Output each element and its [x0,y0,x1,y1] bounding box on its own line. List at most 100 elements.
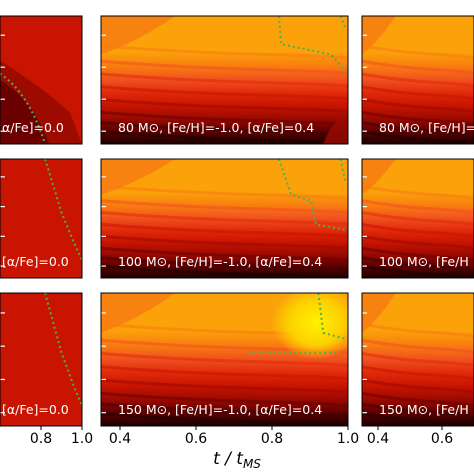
orange-tongue [101,16,176,55]
contour-band-edge [362,411,474,426]
contour-band-edge [362,322,474,338]
panel-frame [0,15,83,145]
contour-band-edge [101,211,348,226]
x-tick-label: 1.0 [71,431,93,447]
orange-tongue [362,16,396,55]
contour-band-edge [362,338,474,354]
contour-line [277,159,348,232]
panel-frame [100,292,349,427]
panel-label: 80 M⊙, [Fe/H]= [379,120,474,135]
heatmap-panel: α/Fe]=0.0 [0,15,83,145]
x-tick-label: 0.4 [109,431,131,447]
x-tick-label: 0.8 [261,431,283,447]
contour-band-edge [101,352,348,367]
panel-frame [100,15,349,145]
heatmap-panel: 150 M⊙, [Fe/H [361,292,474,430]
panel-frame [361,292,474,427]
x-tick-label: 0.8 [30,431,52,447]
contour-band-edge [362,402,474,418]
contour-band-edge [101,98,348,114]
contour-band-edge [362,199,474,215]
contour-band-edge [362,130,474,144]
contour-band-edge [362,378,474,394]
contour-band-edge [101,402,348,418]
panel-label: [α/Fe]=0.0 [2,402,69,417]
contour-band-edge [362,234,474,250]
contour-line [317,293,348,341]
x-axis-title: t / tMS [213,449,261,471]
contour-band-edge [101,365,348,381]
heatmap-panel: 80 M⊙, [Fe/H]=-1.0, [α/Fe]=0.4 [100,15,349,145]
x-axis-title-main: t / t [213,449,244,469]
contour-band-edge [362,85,474,101]
heatmap-panel: [α/Fe]=0.0 [0,292,83,430]
panel-label: 80 M⊙, [Fe/H]=-1.0, [α/Fe]=0.4 [118,120,314,135]
contour-band-edge [362,110,474,126]
panel-frame [0,158,83,279]
contour-band-edge [101,378,348,394]
x-tick-labels: 0.8 1.0 0.4 0.6 0.8 1.0 0.4 0.6 [30,431,453,447]
contour-band-edge [362,264,474,278]
panel-label: [α/Fe]=0.0 [2,254,69,269]
contour-band-edge [101,199,348,215]
contour-band-edge [362,44,474,60]
contour-band-edge [101,59,348,75]
contour-band-edge [362,72,474,88]
contour-band-edge [101,72,348,88]
orange-tongue [101,159,176,195]
contour-band-edge [101,44,348,60]
contour-band-edge [362,211,474,226]
contour-band-edge [101,85,348,101]
contour-band-edge [101,411,348,426]
x-tick-label: 0.4 [367,431,389,447]
contour-line [277,16,348,75]
heatmap-panel: 100 M⊙, [Fe/H [361,158,474,279]
panel-fill [0,159,82,278]
yellow-hotspot [271,293,348,360]
contour-band-edge [362,246,474,262]
heatmap-panel: 150 M⊙, [Fe/H]=-1.0, [α/Fe]=0.4 [100,292,349,430]
contour-line [339,16,347,30]
contour-band-edge [362,98,474,114]
heatmap-panel: 80 M⊙, [Fe/H]= [361,15,474,145]
contour-band-edge [101,264,348,278]
heatmap-panel: 100 M⊙, [Fe/H]=-1.0, [α/Fe]=0.4 [100,158,349,279]
contour-band-edge [362,59,474,75]
contour-band-edge [101,110,348,126]
x-axis-title-subscript: MS [243,457,261,471]
panel-label: 150 M⊙, [Fe/H]=-1.0, [α/Fe]=0.4 [118,402,322,417]
heatmap-panel: [α/Fe]=0.0 [0,158,83,279]
contour-band-edge [362,256,474,272]
contour-band-edge [101,222,348,238]
contour-band-edge [362,365,474,381]
contour-band-edge [362,222,474,238]
panel-label: 150 M⊙, [Fe/H [379,402,469,417]
contour-band-edge [362,121,474,137]
contour-band-edge [362,391,474,407]
panels-layer: α/Fe]=0.0 80 M⊙, [Fe/H]=-1.0, [α/Fe]=0.4 8… [0,15,474,430]
contour-band-edge [101,234,348,250]
contour-band-edge [362,184,474,200]
contour-band-edge [101,256,348,272]
panel-label: 100 M⊙, [Fe/H]=-1.0, [α/Fe]=0.4 [118,254,322,269]
contour-band-edge [101,391,348,407]
contour-line [44,293,82,407]
x-tick-label: 1.0 [337,431,359,447]
orange-tongue [362,293,396,333]
dark-region [323,117,348,144]
panel-frame [100,158,349,279]
x-tick-label: 0.6 [431,431,453,447]
panel-label: 100 M⊙, [Fe/H [379,254,469,269]
contour-band-edge [101,121,348,137]
panel-label: α/Fe]=0.0 [2,120,64,135]
contour-line [339,159,347,184]
contour-band-edge [362,352,474,367]
orange-tongue [101,293,176,333]
x-tick-label: 0.6 [185,431,207,447]
orange-tongue [362,159,396,195]
panel-fill [0,293,82,426]
dark-region [0,80,50,144]
panel-frame [361,15,474,145]
